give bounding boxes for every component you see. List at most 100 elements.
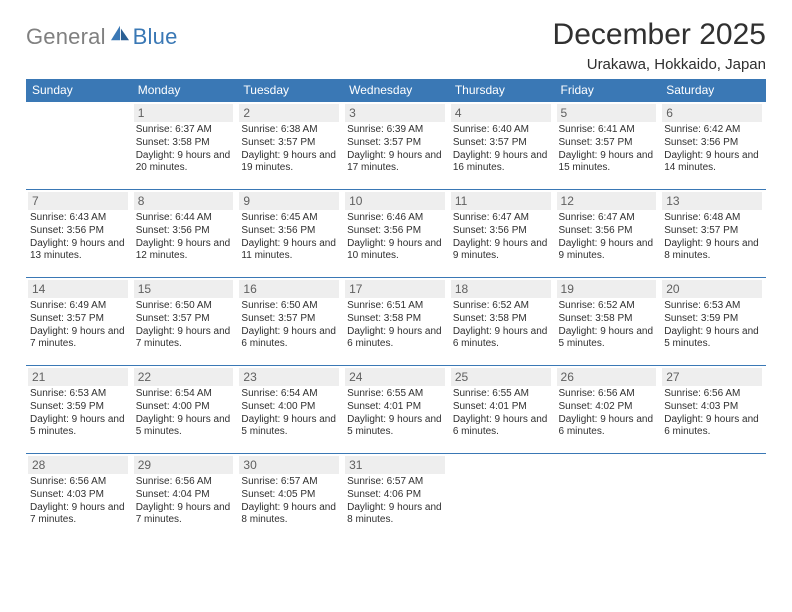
daylight-line: Daylight: 9 hours and 15 minutes. [559, 150, 655, 176]
sunrise-line: Sunrise: 6:47 AM [453, 212, 549, 225]
daylight-line: Daylight: 9 hours and 7 minutes. [30, 502, 126, 528]
calendar-cell: 21Sunrise: 6:53 AMSunset: 3:59 PMDayligh… [26, 365, 132, 453]
day-info: Sunrise: 6:55 AMSunset: 4:01 PMDaylight:… [345, 388, 445, 439]
weekday-header: Tuesday [237, 79, 343, 101]
calendar-cell: 9Sunrise: 6:45 AMSunset: 3:56 PMDaylight… [237, 189, 343, 277]
sunset-line: Sunset: 4:03 PM [664, 401, 760, 414]
calendar-cell: 4Sunrise: 6:40 AMSunset: 3:57 PMDaylight… [449, 101, 555, 189]
calendar-cell: 30Sunrise: 6:57 AMSunset: 4:05 PMDayligh… [237, 453, 343, 541]
calendar-cell [26, 101, 132, 189]
sunrise-line: Sunrise: 6:48 AM [664, 212, 760, 225]
day-number: 30 [239, 456, 339, 474]
daylight-line: Daylight: 9 hours and 6 minutes. [664, 414, 760, 440]
sunrise-line: Sunrise: 6:57 AM [347, 476, 443, 489]
sunset-line: Sunset: 3:56 PM [241, 225, 337, 238]
daylight-line: Daylight: 9 hours and 19 minutes. [241, 150, 337, 176]
sunset-line: Sunset: 4:03 PM [30, 489, 126, 502]
day-number: 24 [345, 368, 445, 386]
calendar-week-row: 21Sunrise: 6:53 AMSunset: 3:59 PMDayligh… [26, 365, 766, 453]
sunrise-line: Sunrise: 6:54 AM [241, 388, 337, 401]
location-text: Urakawa, Hokkaido, Japan [553, 56, 766, 73]
daylight-line: Daylight: 9 hours and 16 minutes. [453, 150, 549, 176]
sunset-line: Sunset: 3:56 PM [30, 225, 126, 238]
calendar-cell: 7 Sunrise: 6:43 AMSunset: 3:56 PMDaylight… [26, 189, 132, 277]
brand-text-2: Blue [133, 24, 178, 50]
calendar-cell: 27Sunrise: 6:56 AMSunset: 4:03 PMDayligh… [660, 365, 766, 453]
sunrise-line: Sunrise: 6:45 AM [241, 212, 337, 225]
daylight-line: Daylight: 9 hours and 20 minutes. [136, 150, 232, 176]
day-info: Sunrise: 6:56 AMSunset: 4:03 PMDaylight:… [28, 476, 128, 527]
calendar-cell: 18Sunrise: 6:52 AMSunset: 3:58 PMDayligh… [449, 277, 555, 365]
daylight-line: Daylight: 9 hours and 5 minutes. [136, 414, 232, 440]
day-number: 14 [28, 280, 128, 298]
calendar-cell: 8Sunrise: 6:44 AMSunset: 3:56 PMDaylight… [132, 189, 238, 277]
day-info: Sunrise: 6:57 AMSunset: 4:06 PMDaylight:… [345, 476, 445, 527]
brand-text-1: General [26, 24, 106, 50]
day-number: 27 [662, 368, 762, 386]
daylight-line: Daylight: 9 hours and 9 minutes. [559, 238, 655, 264]
daylight-line: Daylight: 9 hours and 12 minutes. [136, 238, 232, 264]
sunrise-line: Sunrise: 6:50 AM [241, 300, 337, 313]
sunrise-line: Sunrise: 6:47 AM [559, 212, 655, 225]
sunset-line: Sunset: 3:56 PM [453, 225, 549, 238]
sunrise-line: Sunrise: 6:56 AM [30, 476, 126, 489]
day-number: 21 [28, 368, 128, 386]
daylight-line: Daylight: 9 hours and 5 minutes. [664, 326, 760, 352]
calendar-cell: 22Sunrise: 6:54 AMSunset: 4:00 PMDayligh… [132, 365, 238, 453]
sunrise-line: Sunrise: 6:46 AM [347, 212, 443, 225]
sunset-line: Sunset: 3:57 PM [241, 137, 337, 150]
sunset-line: Sunset: 4:06 PM [347, 489, 443, 502]
daylight-line: Daylight: 9 hours and 6 minutes. [241, 326, 337, 352]
calendar-cell: 17Sunrise: 6:51 AMSunset: 3:58 PMDayligh… [343, 277, 449, 365]
sunset-line: Sunset: 3:57 PM [136, 313, 232, 326]
calendar-cell: 10Sunrise: 6:46 AMSunset: 3:56 PMDayligh… [343, 189, 449, 277]
weekday-header: Wednesday [343, 79, 449, 101]
sunrise-line: Sunrise: 6:49 AM [30, 300, 126, 313]
calendar-cell: 31Sunrise: 6:57 AMSunset: 4:06 PMDayligh… [343, 453, 449, 541]
day-number: 26 [557, 368, 657, 386]
calendar-cell [660, 453, 766, 541]
daylight-line: Daylight: 9 hours and 6 minutes. [453, 414, 549, 440]
day-number: 16 [239, 280, 339, 298]
day-info: Sunrise: 6:43 AMSunset: 3:56 PMDaylight:… [28, 212, 128, 263]
calendar-week-row: 1Sunrise: 6:37 AMSunset: 3:58 PMDaylight… [26, 101, 766, 189]
day-number: 15 [134, 280, 234, 298]
sunrise-line: Sunrise: 6:57 AM [241, 476, 337, 489]
day-info: Sunrise: 6:49 AMSunset: 3:57 PMDaylight:… [28, 300, 128, 351]
daylight-line: Daylight: 9 hours and 5 minutes. [559, 326, 655, 352]
sunrise-line: Sunrise: 6:44 AM [136, 212, 232, 225]
weekday-header: Sunday [26, 79, 132, 101]
day-info: Sunrise: 6:54 AMSunset: 4:00 PMDaylight:… [134, 388, 234, 439]
calendar-week-row: 14Sunrise: 6:49 AMSunset: 3:57 PMDayligh… [26, 277, 766, 365]
sunrise-line: Sunrise: 6:51 AM [347, 300, 443, 313]
sunset-line: Sunset: 4:01 PM [347, 401, 443, 414]
calendar-week-row: 7 Sunrise: 6:43 AMSunset: 3:56 PMDaylight… [26, 189, 766, 277]
calendar-cell: 11Sunrise: 6:47 AMSunset: 3:56 PMDayligh… [449, 189, 555, 277]
daylight-line: Daylight: 9 hours and 7 minutes. [136, 326, 232, 352]
day-info: Sunrise: 6:50 AMSunset: 3:57 PMDaylight:… [239, 300, 339, 351]
daylight-line: Daylight: 9 hours and 17 minutes. [347, 150, 443, 176]
sunset-line: Sunset: 3:59 PM [30, 401, 126, 414]
day-info: Sunrise: 6:51 AMSunset: 3:58 PMDaylight:… [345, 300, 445, 351]
header: General Blue December 2025 Urakawa, Hokk… [26, 18, 766, 73]
day-number: 7 [28, 192, 128, 210]
day-info: Sunrise: 6:54 AMSunset: 4:00 PMDaylight:… [239, 388, 339, 439]
brand-logo: General Blue [26, 18, 178, 50]
day-info: Sunrise: 6:52 AMSunset: 3:58 PMDaylight:… [557, 300, 657, 351]
daylight-line: Daylight: 9 hours and 10 minutes. [347, 238, 443, 264]
sunset-line: Sunset: 4:02 PM [559, 401, 655, 414]
day-number: 23 [239, 368, 339, 386]
weekday-header: Friday [555, 79, 661, 101]
title-block: December 2025 Urakawa, Hokkaido, Japan [553, 18, 766, 73]
day-number: 8 [134, 192, 234, 210]
calendar-cell: 3Sunrise: 6:39 AMSunset: 3:57 PMDaylight… [343, 101, 449, 189]
sunrise-line: Sunrise: 6:38 AM [241, 124, 337, 137]
sunset-line: Sunset: 3:57 PM [664, 225, 760, 238]
sunset-line: Sunset: 4:00 PM [241, 401, 337, 414]
calendar-week-row: 28Sunrise: 6:56 AMSunset: 4:03 PMDayligh… [26, 453, 766, 541]
day-number: 25 [451, 368, 551, 386]
day-number: 6 [662, 104, 762, 122]
day-number: 1 [134, 104, 234, 122]
calendar-cell: 24 Sunrise: 6:55 AMSunset: 4:01 PMDayligh… [343, 365, 449, 453]
sunrise-line: Sunrise: 6:52 AM [453, 300, 549, 313]
